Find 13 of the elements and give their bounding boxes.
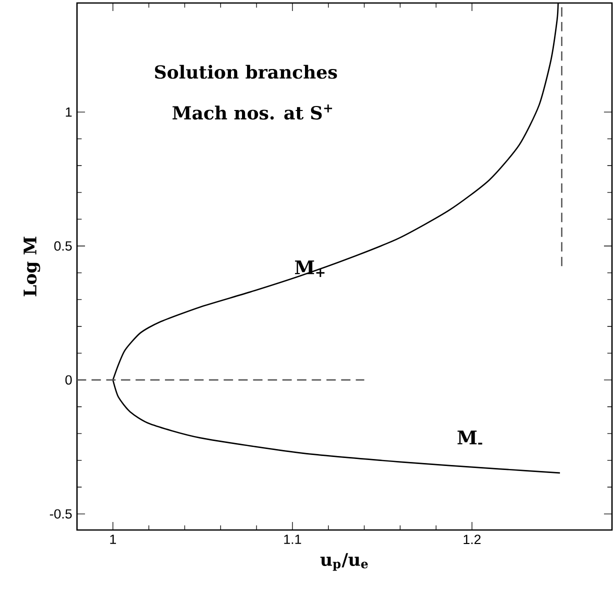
y-tick-label: 0.5 [54, 241, 72, 251]
x-tick-label: 1 [110, 534, 116, 544]
y-tick-label: 0 [65, 375, 72, 385]
series-label: M$_{+}$ [295, 260, 324, 277]
text: Solution branches [155, 64, 337, 79]
x-axis-title: u$_{p}$/u$_{e}$ [320, 553, 368, 571]
text: Mach nos. at S$^{+}$ [172, 104, 332, 120]
x-tick-label: 1.1 [284, 534, 302, 544]
y-tick-label: 1 [66, 107, 72, 117]
series-label: M$_{-}$ [458, 430, 482, 444]
y-axis-title: Log M [24, 236, 40, 296]
y-tick-label: -0.5 [50, 509, 72, 519]
x-tick-label: 1.2 [464, 534, 481, 544]
